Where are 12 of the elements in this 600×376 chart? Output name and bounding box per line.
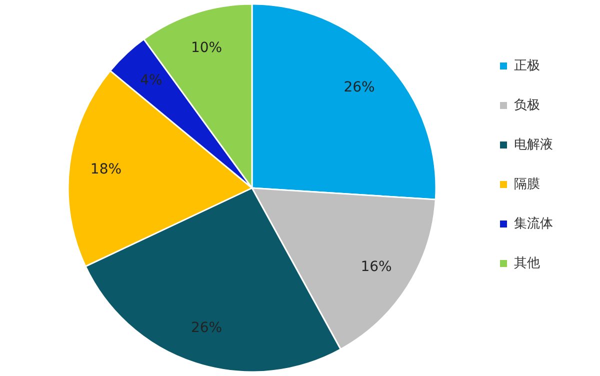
data-label: 18%: [90, 162, 122, 178]
legend-label: 隔膜: [514, 177, 540, 192]
data-label: 26%: [190, 320, 222, 336]
legend-label: 正极: [514, 58, 540, 74]
data-label: 26%: [344, 79, 375, 96]
legend-label: 负极: [514, 98, 540, 113]
data-label: 10%: [190, 40, 222, 56]
legend-label: 电解液: [514, 138, 553, 152]
legend-label: 集流体: [514, 216, 553, 232]
data-label: 16%: [360, 258, 392, 275]
data-label: 4%: [140, 72, 162, 89]
legend-label: 其他: [514, 256, 540, 271]
